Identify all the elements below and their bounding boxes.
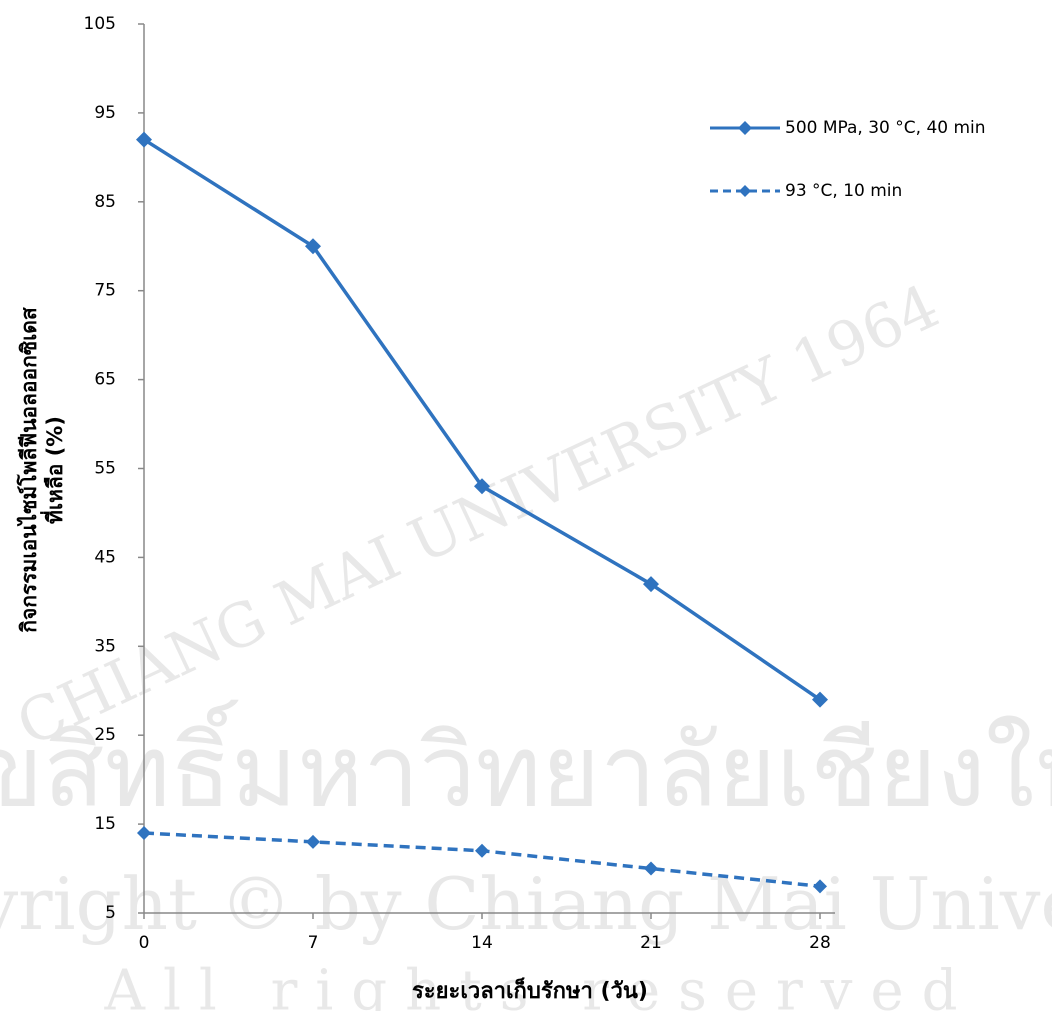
y-tick-label: 75: [94, 281, 116, 301]
y-tick-label: 45: [94, 547, 116, 567]
y-tick-label: 95: [94, 103, 116, 123]
y-tick-label: 85: [94, 192, 116, 212]
x-tick-label: 21: [640, 933, 662, 953]
y-axis-title: กิจกรรมเอนไซม์โพลีฟีนอลออกซิเดส: [16, 307, 41, 633]
y-tick-label: 65: [94, 370, 116, 390]
page: ลิขสิทธิ์มหาวิทยาลัยเชียงใหม่ Copyright …: [0, 0, 1052, 1011]
watermark: CHIANG MAI UNIVERSITY 1964: [7, 271, 950, 760]
marker: [475, 844, 489, 858]
y-tick-label: 105: [84, 14, 116, 34]
y-tick-label: 55: [94, 459, 116, 479]
x-tick-label: 7: [308, 933, 319, 953]
x-axis-title: ระยะเวลาเก็บรักษา (วัน): [412, 976, 648, 1004]
y-axis-title: ที่เหลือ (%): [39, 416, 67, 524]
y-tick-label: 25: [94, 725, 116, 745]
x-tick-label: 0: [139, 933, 150, 953]
chart: ลิขสิทธิ์มหาวิทยาลัยเชียงใหม่ Copyright …: [0, 0, 1052, 1011]
marker: [306, 835, 320, 849]
legend-label: 93 °C, 10 min: [785, 181, 902, 201]
legend-label: 500 MPa, 30 °C, 40 min: [785, 118, 986, 138]
watermark: Copyright © by Chiang Mai University: [0, 862, 1052, 946]
legend-marker: [738, 121, 752, 135]
y-tick-label: 15: [94, 814, 116, 834]
x-tick-label: 28: [809, 933, 831, 953]
y-tick-label: 5: [105, 903, 116, 923]
x-tick-label: 14: [471, 933, 493, 953]
y-tick-label: 35: [94, 636, 116, 656]
legend-marker: [739, 185, 751, 197]
watermark: ลิขสิทธิ์มหาวิทยาลัยเชียงใหม่: [0, 700, 1052, 830]
